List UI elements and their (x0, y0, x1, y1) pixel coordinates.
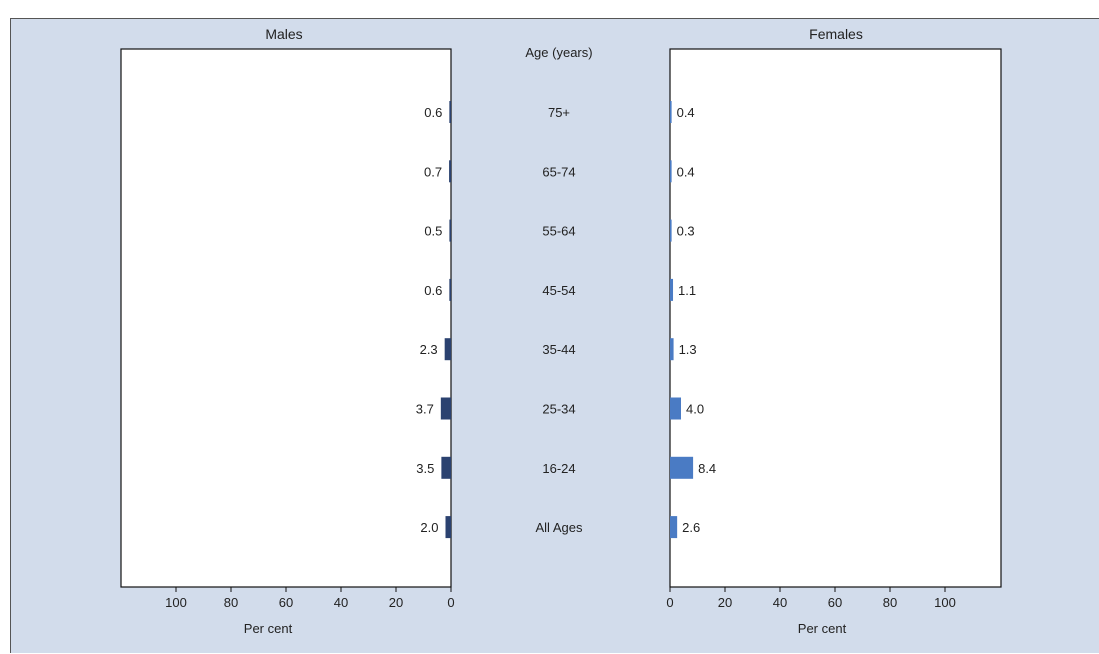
male-x-tick-label: 40 (334, 595, 348, 610)
male-value-label: 3.7 (416, 402, 434, 417)
male-value-label: 0.6 (424, 283, 442, 298)
female-value-label: 0.4 (677, 105, 695, 120)
female-x-tick-label: 80 (883, 595, 897, 610)
male-bar (449, 219, 451, 242)
male-bar (440, 397, 451, 420)
female-value-label: 2.6 (682, 520, 700, 535)
female-value-label: 1.1 (678, 283, 696, 298)
males-x-axis-title: Per cent (244, 621, 293, 636)
age-category-label: 55-64 (542, 224, 575, 239)
females-plot-area (669, 48, 1002, 588)
age-category-label: 25-34 (542, 402, 575, 417)
age-category-label: 16-24 (542, 461, 575, 476)
age-category-label: 45-54 (542, 283, 575, 298)
female-value-label: 0.4 (677, 164, 695, 179)
male-value-label: 0.5 (424, 224, 442, 239)
male-value-label: 0.6 (424, 105, 442, 120)
female-x-tick-label: 100 (934, 595, 956, 610)
female-value-label: 4.0 (686, 402, 704, 417)
males-plot-area (120, 48, 452, 588)
age-category-label: 65-74 (542, 164, 575, 179)
age-category-label: 35-44 (542, 342, 575, 357)
male-bar (445, 516, 451, 539)
male-x-tick-label: 20 (389, 595, 403, 610)
female-bar (670, 397, 681, 420)
male-bar (449, 160, 451, 183)
male-x-tick-label: 100 (165, 595, 187, 610)
age-axis-header: Age (years) (525, 45, 592, 60)
chart-marks: 75+ 0.6 0.4 65-74 0.7 0.4 55-64 0.5 0.3 45-54 0.6 1… (165, 101, 956, 610)
male-x-tick-label: 60 (279, 595, 293, 610)
male-x-tick-label: 0 (447, 595, 454, 610)
female-bar (670, 456, 694, 479)
male-bar (441, 456, 451, 479)
female-value-label: 1.3 (679, 342, 697, 357)
females-panel-title: Females (809, 26, 863, 42)
female-value-label: 0.3 (677, 224, 695, 239)
female-x-tick-label: 20 (718, 595, 732, 610)
female-bar (670, 516, 678, 539)
male-bar (444, 338, 451, 361)
male-bar (449, 278, 451, 301)
female-x-tick-label: 0 (666, 595, 673, 610)
female-value-label: 8.4 (698, 461, 716, 476)
male-value-label: 3.5 (416, 461, 434, 476)
male-value-label: 2.3 (420, 342, 438, 357)
female-bar (670, 338, 674, 361)
age-category-label: All Ages (536, 520, 583, 535)
male-value-label: 0.7 (424, 164, 442, 179)
age-category-label: 75+ (548, 105, 570, 120)
female-bar (670, 160, 672, 183)
male-x-tick-label: 80 (224, 595, 238, 610)
males-panel-title: Males (265, 26, 302, 42)
chart-svg: Males Females Age (years) Per cent Per c… (120, 26, 1002, 636)
male-value-label: 2.0 (420, 520, 438, 535)
female-x-tick-label: 60 (828, 595, 842, 610)
female-bar (670, 278, 674, 301)
chart-frame: Males Females Age (years) Per cent Per c… (10, 18, 1099, 653)
male-bar (449, 101, 451, 123)
female-bar (670, 101, 672, 123)
females-x-axis-title: Per cent (798, 621, 847, 636)
female-x-tick-label: 40 (773, 595, 787, 610)
female-bar (670, 219, 672, 242)
